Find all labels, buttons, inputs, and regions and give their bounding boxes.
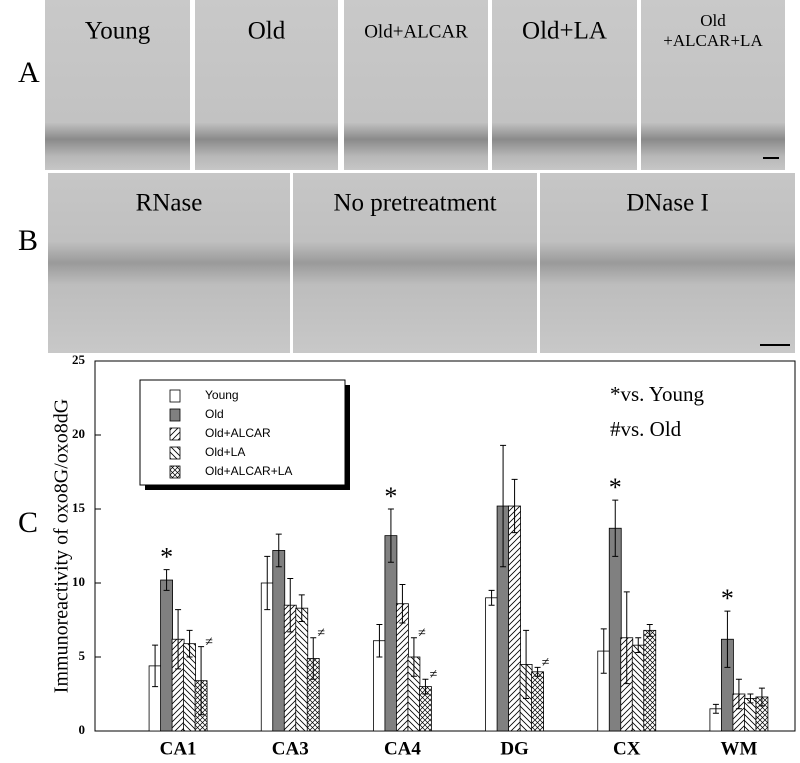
micrograph xyxy=(293,173,537,353)
bar xyxy=(384,535,398,732)
x-tick-label: CX xyxy=(613,738,641,759)
legend-label: Old+ALCAR xyxy=(205,426,271,440)
legend-swatch xyxy=(169,446,181,460)
y-tick-label: 10 xyxy=(72,574,85,589)
y-tick-label: 15 xyxy=(72,500,86,515)
x-tick-label: CA3 xyxy=(272,738,309,759)
error-bar xyxy=(410,637,417,677)
error-bar xyxy=(387,508,394,563)
error-bar xyxy=(310,637,317,680)
y-tick-label: 5 xyxy=(79,648,86,663)
error-bar xyxy=(724,610,731,668)
error-bar xyxy=(623,591,630,685)
significance-marker: * xyxy=(384,482,397,511)
y-tick-label: 20 xyxy=(72,426,85,441)
y-tick-label: 25 xyxy=(72,352,86,367)
error-bar xyxy=(422,678,429,695)
significance-marker: * xyxy=(609,473,622,502)
image-label: Old xyxy=(248,18,286,45)
micrograph xyxy=(540,173,795,353)
bar-chart: C Immunoreactivity of oxo8G/oxo8dG 0 5 10 15 2… xyxy=(18,352,796,759)
significance-marker: * xyxy=(721,584,734,613)
significance-marker: ≠ xyxy=(317,626,325,641)
legend-swatch xyxy=(169,465,181,479)
error-bar xyxy=(175,609,182,670)
micrograph xyxy=(641,0,785,170)
significance-marker: ≠ xyxy=(418,626,426,641)
error-bar xyxy=(612,499,619,557)
error-bar xyxy=(735,678,742,710)
error-bar xyxy=(712,703,719,714)
error-bar xyxy=(646,623,653,637)
significance-marker: ≠ xyxy=(430,667,438,682)
bar xyxy=(643,629,657,732)
significance-marker: ≠ xyxy=(542,656,550,671)
micrograph xyxy=(195,0,338,170)
image-label: No pretreatment xyxy=(333,190,496,217)
error-bar xyxy=(152,644,159,688)
error-bar xyxy=(747,693,754,704)
panel-label: A xyxy=(18,56,40,89)
x-tick-label: CA4 xyxy=(384,738,421,759)
error-bar xyxy=(264,555,271,611)
legend-swatch xyxy=(169,427,181,441)
panel-label: B xyxy=(18,224,38,257)
bar xyxy=(485,597,498,732)
error-bar xyxy=(163,569,170,591)
legend-label: Old xyxy=(205,407,224,421)
legend-label: Old+LA xyxy=(205,445,245,459)
significance-marker: * xyxy=(160,543,173,572)
micrograph xyxy=(48,173,290,353)
annotation: #vs. Old xyxy=(610,417,682,441)
bar xyxy=(160,579,173,732)
error-bar xyxy=(186,629,193,658)
plot-frame xyxy=(94,360,796,732)
error-bar xyxy=(758,687,765,707)
image-label: +ALCAR+LA xyxy=(663,31,763,50)
error-bar xyxy=(399,583,406,624)
error-bar xyxy=(287,578,294,633)
bar xyxy=(631,644,645,732)
image-label: DNase I xyxy=(626,190,709,217)
annotation: *vs. Young xyxy=(610,382,704,406)
error-bar xyxy=(376,623,383,658)
y-tick-label: 0 xyxy=(79,722,86,737)
error-bar xyxy=(298,594,305,622)
legend-swatch xyxy=(169,408,181,422)
legend-label: Old+ALCAR+LA xyxy=(205,464,292,478)
error-bar xyxy=(523,629,530,699)
error-bar xyxy=(198,646,205,716)
image-label: Old+ALCAR xyxy=(364,21,468,42)
significance-marker: ≠ xyxy=(205,635,213,650)
x-tick-label: CA1 xyxy=(160,738,197,759)
y-axis-label: Immunoreactivity of oxo8G/oxo8dG xyxy=(51,399,73,693)
bar xyxy=(508,505,521,732)
error-bar xyxy=(635,637,642,654)
error-bar xyxy=(511,478,518,534)
image-label: Old+LA xyxy=(522,18,607,45)
error-bar xyxy=(488,589,495,606)
panel-label: C xyxy=(18,506,38,539)
legend-label: Young xyxy=(205,388,239,402)
image-label: RNase xyxy=(136,190,203,217)
bar xyxy=(608,527,622,732)
bar xyxy=(531,671,544,732)
legend-swatch xyxy=(169,389,181,403)
x-tick-label: DG xyxy=(500,738,529,759)
error-bar xyxy=(500,444,507,568)
micrograph xyxy=(344,0,488,170)
bar xyxy=(295,607,309,732)
error-bar xyxy=(275,533,282,568)
image-label: Young xyxy=(85,18,151,45)
error-bar xyxy=(534,666,541,677)
micrograph xyxy=(492,0,637,170)
image-label: Old xyxy=(700,11,726,30)
x-tick-label: WM xyxy=(720,738,757,759)
error-bar xyxy=(600,628,607,674)
micrograph xyxy=(45,0,190,170)
bar xyxy=(272,550,286,732)
